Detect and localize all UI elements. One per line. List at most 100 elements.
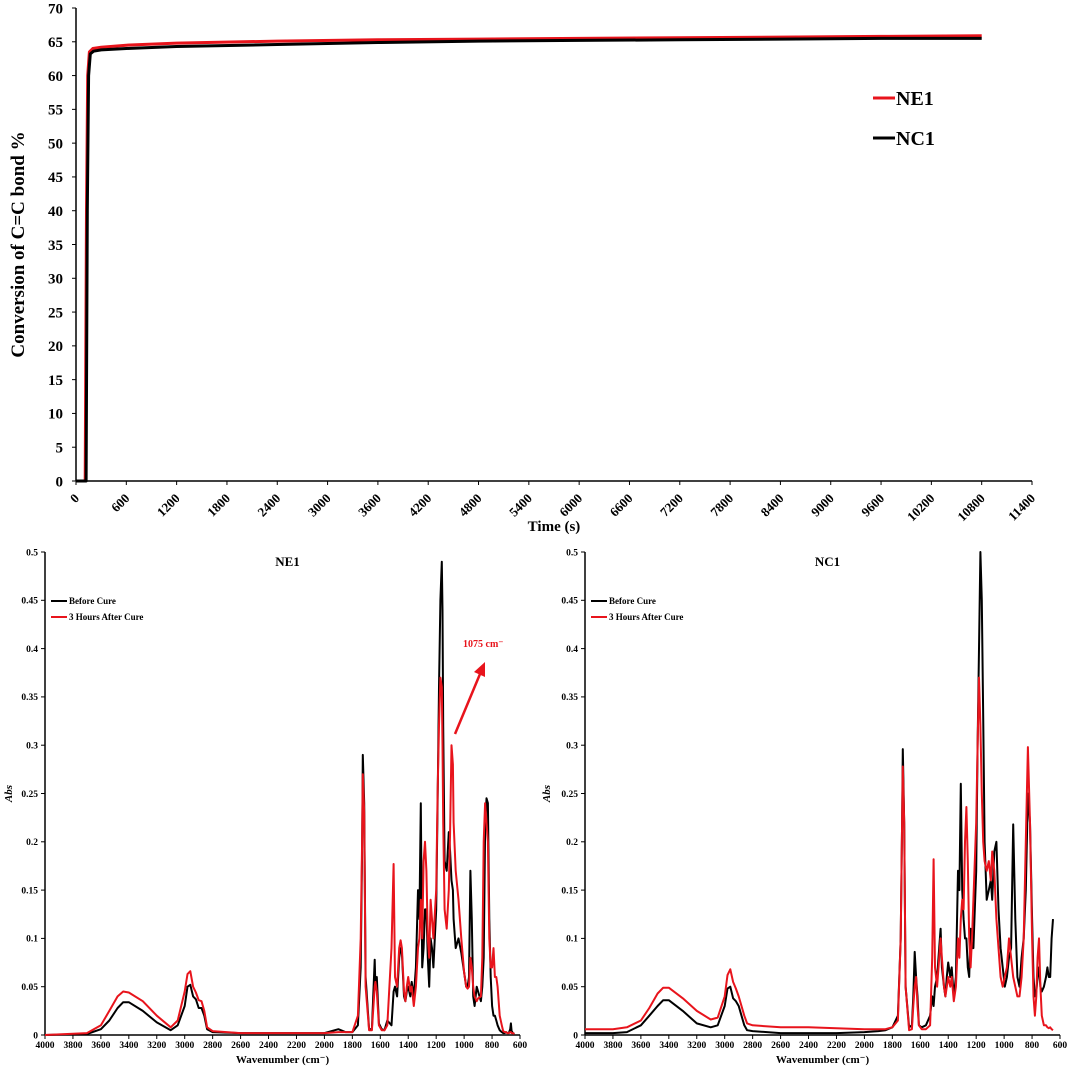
chart-conversion: 0 5 10 15 20 25 30 35 40 45 50 55 60 65 70 0 600 1200 1800… <box>8 1 1038 535</box>
y-tick-label: 0.05 <box>21 983 38 993</box>
y-tick-label: 25 <box>48 305 63 321</box>
y-tick-label: 0.1 <box>566 935 578 945</box>
x-axis-title: Wavenumber (cm⁻) <box>776 1054 870 1066</box>
x-tick-label: 2000 <box>855 1041 874 1051</box>
x-tick-label: 1200 <box>967 1041 986 1051</box>
x-tick-label: 3000 <box>175 1041 194 1051</box>
y-tick-label: 0.2 <box>26 838 38 848</box>
x-tick-label: 3600 <box>631 1041 650 1051</box>
x-tick-label: 600 <box>1053 1041 1067 1051</box>
annotation-arrow-head <box>474 662 485 677</box>
legend-label: Before Cure <box>609 596 656 606</box>
y-tick-label: 0.05 <box>561 983 578 993</box>
x-tick-label: 3400 <box>119 1041 138 1051</box>
y-axis-title: Abs <box>3 785 15 803</box>
y-tick-label: 0.25 <box>561 790 578 800</box>
y-axis-title: Conversion of C=C bond % <box>8 131 29 357</box>
x-tick-label: 4200 <box>405 491 434 520</box>
y-tick-label: 10 <box>48 407 63 423</box>
x-tick-label: 800 <box>1025 1041 1040 1051</box>
y-tick-label: 0.3 <box>26 742 38 752</box>
y-tick-label: 0.45 <box>21 597 38 607</box>
x-tick-label: 6600 <box>607 491 636 520</box>
x-tick-label: 2400 <box>254 491 283 520</box>
x-tick-label: 9000 <box>808 491 837 520</box>
x-tick-label: 6000 <box>556 491 585 520</box>
y-tick-label: 20 <box>48 339 63 355</box>
y-tick-label: 0.5 <box>566 548 578 558</box>
y-tick-label: 50 <box>48 136 63 152</box>
x-tick-label: 5400 <box>506 491 535 520</box>
chart-title: NC1 <box>815 554 840 569</box>
y-tick-label: 65 <box>48 35 63 51</box>
chart-title: NE1 <box>275 554 300 569</box>
y-axis-title: Abs <box>541 785 553 803</box>
x-tick-label: 3000 <box>715 1041 734 1051</box>
x-tick-label: 2400 <box>799 1041 818 1051</box>
y-tick-label: 0 <box>573 1031 578 1041</box>
y-tick-label: 0.35 <box>561 693 578 703</box>
chart-ne1: 0 0.05 0.1 0.15 0.2 0.25 0.3 0.35 0.4 0.45 0.5 4000… <box>3 548 527 1066</box>
x-tick-label: 4000 <box>576 1041 595 1051</box>
x-tick-label: 7200 <box>657 491 686 520</box>
x-tick-label: 3200 <box>147 1041 166 1051</box>
y-tick-label: 0.25 <box>21 790 38 800</box>
series-line-3-hours-after-cure <box>585 676 1054 1032</box>
x-tick-label: 0 <box>67 491 82 506</box>
x-tick-label: 1000 <box>455 1041 474 1051</box>
x-tick-label: 3200 <box>687 1041 706 1051</box>
x-tick-label: 1400 <box>939 1041 958 1051</box>
x-tick-label: 1800 <box>883 1041 902 1051</box>
x-tick-label: 3800 <box>603 1041 622 1051</box>
y-tick-label: 35 <box>48 238 63 254</box>
x-tick-label: 1200 <box>154 491 183 520</box>
x-tick-label: 1200 <box>427 1041 446 1051</box>
x-tick-label: 2800 <box>203 1041 222 1051</box>
x-tick-label: 2600 <box>771 1041 790 1051</box>
series-line-ne1 <box>76 34 982 483</box>
legend-label: 3 Hours After Cure <box>609 612 683 622</box>
y-tick-label: 0.3 <box>566 742 578 752</box>
legend-label: 3 Hours After Cure <box>69 612 143 622</box>
y-tick-label: 0.1 <box>26 935 38 945</box>
y-tick-label: 0 <box>56 474 64 490</box>
x-tick-label: 2200 <box>287 1041 306 1051</box>
x-tick-label: 1600 <box>371 1041 390 1051</box>
y-tick-label: 5 <box>56 440 64 456</box>
x-tick-label: 1800 <box>204 491 233 520</box>
x-tick-label: 1000 <box>995 1041 1014 1051</box>
annotation-arrow-shaft <box>453 673 482 735</box>
y-tick-label: 45 <box>48 170 63 186</box>
y-tick-label: 0 <box>33 1031 38 1041</box>
x-tick-label: 1800 <box>343 1041 362 1051</box>
legend-label: NE1 <box>896 88 934 110</box>
x-tick-label: 800 <box>485 1041 500 1051</box>
x-tick-label: 9600 <box>858 491 887 520</box>
series-line-before-cure <box>44 560 515 1036</box>
x-axis-title: Wavenumber (cm⁻) <box>236 1054 330 1066</box>
x-tick-label: 3600 <box>355 491 384 520</box>
legend-label: Before Cure <box>69 596 116 606</box>
y-tick-label: 70 <box>48 1 63 17</box>
y-tick-label: 0.15 <box>21 886 38 896</box>
x-tick-label: 600 <box>513 1041 528 1051</box>
y-tick-label: 30 <box>48 272 63 288</box>
x-tick-label: 7800 <box>707 491 736 520</box>
y-tick-label: 0.2 <box>566 838 578 848</box>
series-line-before-cure <box>585 551 1054 1035</box>
x-tick-label: 4800 <box>456 491 485 520</box>
x-axis-title: Time (s) <box>528 519 581 535</box>
x-tick-label: 2600 <box>231 1041 250 1051</box>
x-tick-label: 1600 <box>911 1041 930 1051</box>
x-tick-label: 10200 <box>904 491 938 525</box>
y-tick-label: 15 <box>48 373 63 389</box>
x-tick-label: 2800 <box>743 1041 762 1051</box>
y-tick-label: 0.15 <box>561 886 578 896</box>
x-tick-label: 2200 <box>827 1041 846 1051</box>
y-tick-label: 0.5 <box>26 548 38 558</box>
x-tick-label: 1400 <box>399 1041 418 1051</box>
x-tick-label: 3600 <box>91 1041 110 1051</box>
y-tick-label: 0.4 <box>566 645 578 655</box>
y-tick-label: 60 <box>48 69 63 85</box>
legend-label: NC1 <box>896 128 935 150</box>
